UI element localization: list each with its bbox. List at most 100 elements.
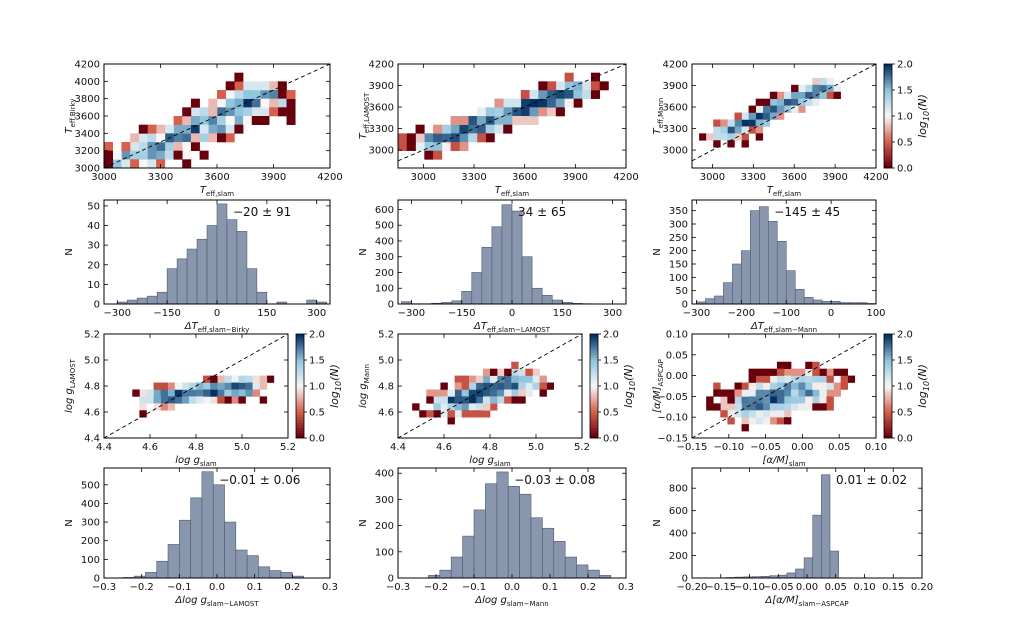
heatmap-cell <box>459 142 469 151</box>
colorbar-segment <box>296 404 304 408</box>
heatmap-cell <box>224 375 232 383</box>
heatmap-cell <box>762 389 771 397</box>
colorbar-segment <box>590 334 598 337</box>
heatmap-cell <box>805 361 813 369</box>
colorbar-segment <box>590 393 598 397</box>
heatmap-cell <box>112 150 122 160</box>
heatmap-cell <box>748 112 756 120</box>
colorbar-segment <box>884 113 892 117</box>
heatmap-cell <box>798 396 806 404</box>
heatmap-cell <box>713 126 721 134</box>
heatmap-cell <box>217 98 226 108</box>
y-tick-label: 3200 <box>75 146 100 157</box>
y-tick-label: 10 <box>87 280 100 291</box>
heatmap-cell <box>727 410 735 418</box>
heatmap-cell <box>755 98 764 106</box>
heatmap-cell <box>203 396 211 404</box>
plot-area <box>692 64 876 162</box>
colorbar-segment <box>590 388 598 392</box>
colorbar-segment <box>590 365 598 369</box>
colorbar-segment <box>884 380 892 384</box>
heatmap-cell <box>147 150 157 160</box>
heatmap-cell <box>210 375 218 383</box>
heatmap-cell <box>741 382 749 390</box>
heatmap-cell <box>847 375 856 383</box>
colorbar-segment <box>884 352 892 356</box>
colorbar-segment <box>884 90 892 93</box>
hist-bar <box>599 575 612 578</box>
heatmap-cell <box>769 403 778 411</box>
heatmap-cell <box>447 403 455 411</box>
colorbar-segment <box>884 367 892 371</box>
heatmap-cell <box>769 396 778 404</box>
hist-bar <box>212 484 225 578</box>
colorbar-segment <box>884 97 892 101</box>
colorbar-segment <box>296 419 304 423</box>
heatmap-cell <box>769 382 778 390</box>
heatmap-cell <box>138 133 148 143</box>
hist-bar <box>462 535 475 578</box>
heatmap-cell <box>494 124 504 134</box>
heatmap-cell <box>139 389 147 397</box>
heatmap-cell <box>776 403 785 411</box>
heatmap-cell <box>805 84 813 93</box>
heatmap-cell <box>190 133 200 143</box>
heatmap-cell <box>476 107 486 117</box>
heatmap-cell <box>784 389 792 397</box>
heatmap-cell <box>504 396 512 404</box>
hist-bar <box>767 221 778 304</box>
heatmap-cell <box>784 361 792 369</box>
x-axis-label: log gslam <box>469 455 511 468</box>
hist-bar <box>776 241 787 304</box>
y-tick-label: −0.05 <box>657 392 688 403</box>
heatmap-cell <box>699 133 707 141</box>
heatmap-cell <box>762 112 771 120</box>
heatmap-cell <box>490 396 498 404</box>
heatmap-cell <box>188 382 197 390</box>
heatmap-cell <box>468 403 477 411</box>
heatmap-cell <box>167 382 176 390</box>
heatmap-cell <box>755 112 764 120</box>
heatmap-cell <box>146 396 154 404</box>
heatmap-cell <box>181 396 190 404</box>
heatmap-cell <box>121 142 131 151</box>
heatmap-cell <box>277 98 287 108</box>
heatmap-cell <box>259 382 268 390</box>
heatmap-cell <box>482 403 491 411</box>
heatmap-cell <box>812 396 820 404</box>
axes-frame <box>691 199 877 305</box>
heatmap-cell <box>217 116 226 125</box>
y-tick-label: 4.8 <box>84 382 100 393</box>
hist-bar <box>439 569 452 578</box>
heatmap-cell <box>833 389 841 397</box>
x-tick-label: −200 <box>728 308 755 319</box>
panel-p3: 3000 3300 3600 3900 4200 3000 3300 3600 3900 4200… <box>652 60 931 199</box>
heatmap-cell <box>564 98 574 108</box>
heatmap-cell <box>147 124 157 134</box>
heatmap-cell <box>461 375 470 383</box>
heatmap-cell <box>518 389 526 397</box>
heatmap-cell <box>164 124 174 134</box>
heatmap-cell <box>234 81 244 91</box>
colorbar-segment <box>884 365 892 369</box>
heatmap-cell <box>826 389 834 397</box>
heatmap-cell <box>512 116 522 125</box>
hist-bar <box>587 569 600 578</box>
hist-bar <box>256 291 268 304</box>
panel-p5: 4.4 4.6 4.8 5.0 5.2 4.6 4.8 5.0 5.2 log gslam log … <box>358 330 637 469</box>
colorbar-segment <box>590 404 598 408</box>
heatmap-cell <box>812 361 820 369</box>
annotation-text: 0.01 ± 0.02 <box>836 473 907 487</box>
heatmap-cell <box>252 389 260 397</box>
heatmap-cell <box>156 142 166 151</box>
heatmap-cell <box>174 382 183 390</box>
colorbar-segment <box>296 396 304 400</box>
heatmap-cell <box>826 403 834 411</box>
hist-bar <box>785 270 796 304</box>
heatmap-cell <box>426 389 434 397</box>
heatmap-cell <box>555 90 565 99</box>
hist-bar <box>821 474 831 578</box>
colorbar-segment <box>590 349 598 353</box>
heatmap-cell <box>104 142 113 151</box>
colorbar-segment <box>884 66 892 70</box>
